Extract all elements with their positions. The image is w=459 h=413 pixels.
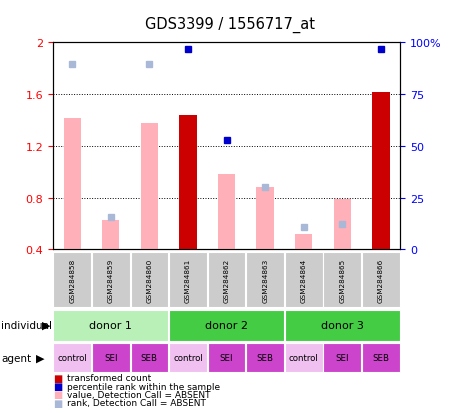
Text: donor 2: donor 2 xyxy=(205,320,247,330)
Bar xyxy=(333,199,350,250)
Text: GSM284862: GSM284862 xyxy=(223,258,229,302)
Text: ■: ■ xyxy=(53,398,62,408)
Bar xyxy=(63,118,81,250)
Text: SEB: SEB xyxy=(256,353,273,362)
Text: SEB: SEB xyxy=(140,353,157,362)
Text: GSM284865: GSM284865 xyxy=(339,258,345,302)
Text: SEI: SEI xyxy=(335,353,348,362)
Text: GSM284860: GSM284860 xyxy=(146,258,152,302)
Text: control: control xyxy=(173,353,202,362)
Text: GSM284866: GSM284866 xyxy=(377,258,383,302)
Text: ■: ■ xyxy=(53,373,62,383)
Text: ■: ■ xyxy=(53,389,62,399)
Text: SEI: SEI xyxy=(104,353,118,362)
Text: GSM284864: GSM284864 xyxy=(300,258,306,302)
Text: rank, Detection Call = ABSENT: rank, Detection Call = ABSENT xyxy=(67,398,205,407)
Text: donor 1: donor 1 xyxy=(89,320,132,330)
Text: SEI: SEI xyxy=(219,353,233,362)
Bar xyxy=(179,116,196,250)
Bar xyxy=(102,220,119,250)
Text: donor 3: donor 3 xyxy=(320,320,363,330)
Bar xyxy=(256,188,273,250)
Text: ■: ■ xyxy=(53,381,62,391)
Text: agent: agent xyxy=(1,353,31,363)
Bar xyxy=(371,93,389,250)
Text: value, Detection Call = ABSENT: value, Detection Call = ABSENT xyxy=(67,390,210,399)
Text: GSM284861: GSM284861 xyxy=(185,258,190,302)
Text: ▶: ▶ xyxy=(36,353,44,363)
Text: SEB: SEB xyxy=(372,353,389,362)
Text: percentile rank within the sample: percentile rank within the sample xyxy=(67,382,219,391)
Text: GSM284859: GSM284859 xyxy=(107,258,113,302)
Text: control: control xyxy=(57,353,87,362)
Text: GDS3399 / 1556717_at: GDS3399 / 1556717_at xyxy=(145,17,314,33)
Text: individual: individual xyxy=(1,320,52,330)
Bar xyxy=(140,123,158,250)
Text: GSM284858: GSM284858 xyxy=(69,258,75,302)
Bar xyxy=(218,175,235,250)
Text: transformed count: transformed count xyxy=(67,373,151,382)
Text: ▶: ▶ xyxy=(42,320,50,330)
Text: GSM284863: GSM284863 xyxy=(262,258,268,302)
Bar xyxy=(294,235,312,250)
Text: control: control xyxy=(288,353,318,362)
